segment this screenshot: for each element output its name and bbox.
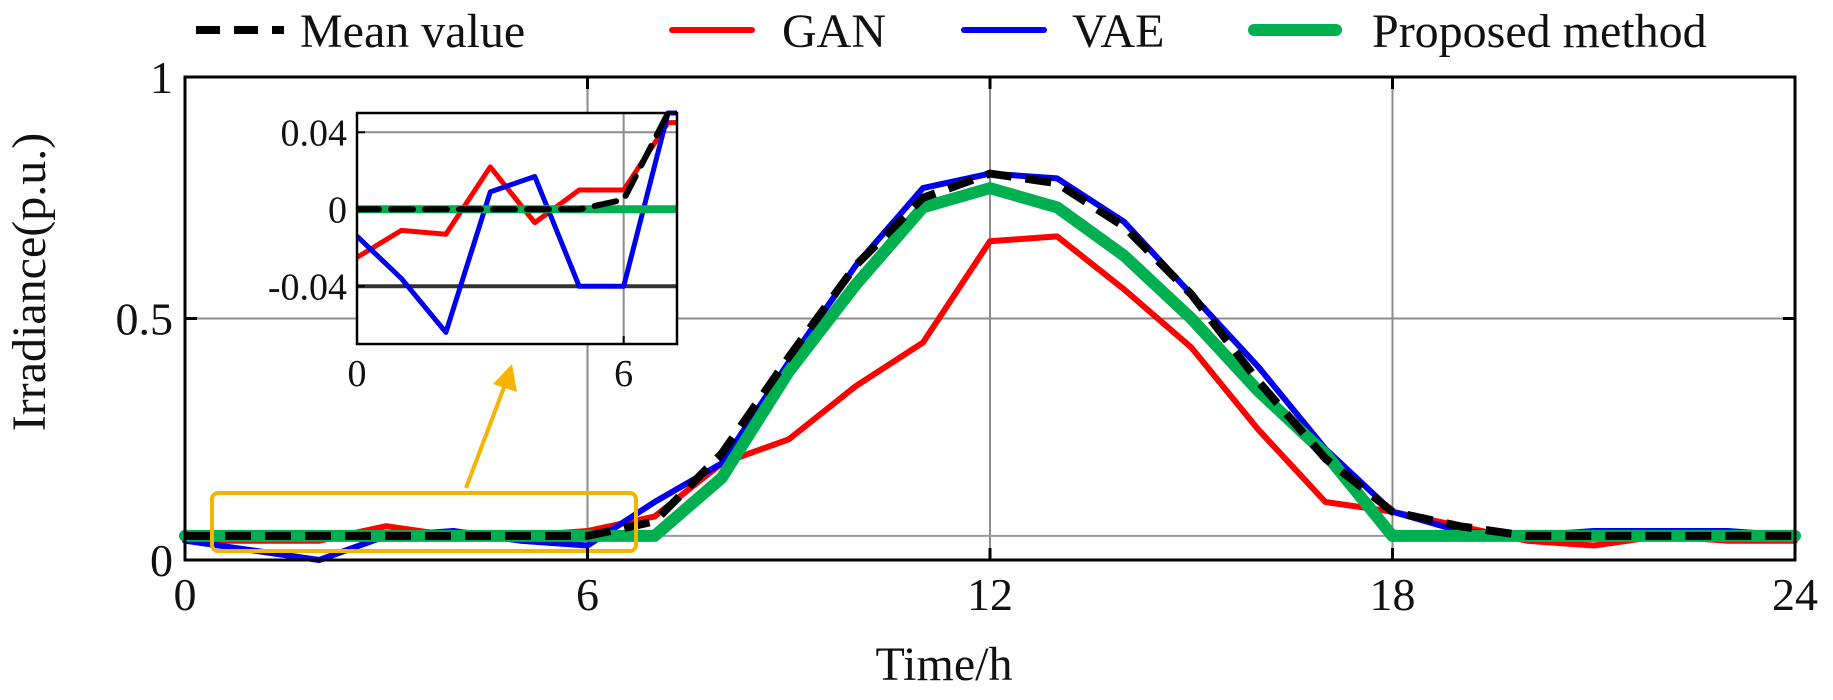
inset-y-tick-label-0-04: 0.04 [281,112,348,154]
legend-label-vae: VAE [1072,5,1164,58]
zoom-annotation [210,364,638,553]
legend-label-mean-value: Mean value [300,5,525,58]
x-tick-label-6: 6 [576,569,599,620]
legend-label-proposed-method: Proposed method [1372,5,1707,58]
zoom-arrow-head [493,364,517,392]
inset-frame [355,111,679,346]
zoom-highlight-box [210,491,638,553]
legend: Mean value GAN VAE Proposed method [196,5,1707,58]
x-tick-label-18: 18 [1370,569,1416,620]
x-axis-title: Time/h [876,638,1013,691]
series-lines [179,169,1801,563]
inset-series [357,110,677,335]
zoom-arrow-shaft [464,381,508,489]
inset-x-tick-label-0: 0 [348,353,367,395]
y-tick-label-0-5: 0.5 [116,294,174,345]
inset-series-line-mean-value [357,110,677,213]
inset-y-tick-label-0: 0 [328,189,347,231]
inset-series-line-vae [357,110,677,335]
legend-label-gan: GAN [782,5,886,58]
y-axis-title: Irradiance(p.u.) [3,133,56,431]
series-line-mean-value [185,169,1795,540]
y-tick-label-1: 1 [150,52,173,103]
x-tick-label-24: 24 [1772,569,1818,620]
y-tick-label-0: 0 [150,535,173,586]
inset-y-tick-label-0-04: -0.04 [268,266,347,308]
x-tick-label-0: 0 [174,569,197,620]
inset-chart: 0 6 0.04 0 -0.04 [268,110,679,395]
axes: 0 6 12 18 24 0 0.5 1 [116,52,1819,620]
x-tick-label-12: 12 [967,569,1013,620]
inset-x-tick-label-6: 6 [614,353,633,395]
